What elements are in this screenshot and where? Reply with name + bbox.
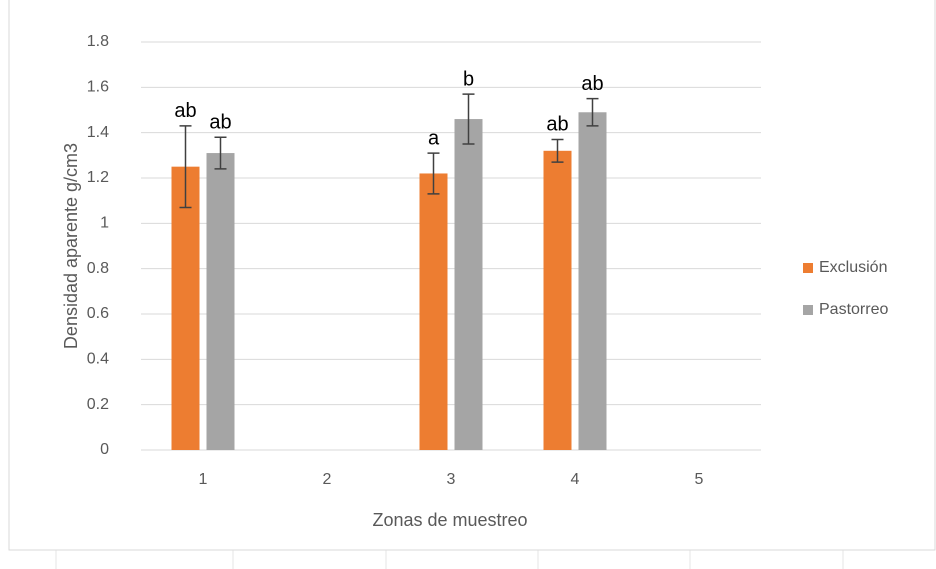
significance-label: ab: [546, 114, 568, 136]
significance-label: a: [428, 127, 440, 149]
y-tick-label: 1.4: [87, 124, 109, 141]
y-tick-label: 1: [100, 215, 109, 232]
y-tick-label: 1.8: [87, 33, 109, 50]
y-tick-label: 0.6: [87, 305, 109, 322]
y-tick-label: 0.8: [87, 260, 109, 277]
legend-label: Exclusión: [819, 259, 887, 276]
x-tick-label: 4: [571, 471, 580, 488]
bar: [543, 150, 572, 451]
bar: [454, 119, 483, 451]
error-bar: [214, 136, 227, 170]
y-axis-title: Densidad aparente g/cm3: [61, 143, 81, 349]
bar: [206, 153, 235, 451]
legend-swatch: [803, 263, 813, 273]
x-tick-label: 3: [447, 471, 456, 488]
significance-label: ab: [581, 73, 603, 95]
x-tick-label: 2: [323, 471, 332, 488]
y-tick-label: 1.2: [87, 169, 109, 186]
x-tick-label: 1: [199, 471, 208, 488]
y-tick-label: 0.2: [87, 396, 109, 413]
error-bar: [551, 138, 564, 163]
y-tick-label: 0: [100, 441, 109, 458]
y-tick-label: 1.6: [87, 79, 109, 96]
error-bar: [462, 93, 475, 145]
bar: [578, 112, 607, 451]
significance-label: ab: [209, 111, 231, 133]
significance-label: b: [463, 68, 474, 90]
error-bar: [586, 97, 599, 127]
x-axis-title: Zonas de muestreo: [372, 510, 527, 530]
legend-label: Pastorreo: [819, 301, 888, 318]
error-bar: [427, 152, 440, 195]
bar: [419, 173, 448, 450]
bar: [171, 166, 200, 450]
significance-label: ab: [174, 100, 196, 122]
legend-swatch: [803, 305, 813, 315]
x-tick-label: 5: [695, 471, 704, 488]
y-tick-label: 0.4: [87, 351, 109, 368]
error-bar: [179, 125, 192, 209]
